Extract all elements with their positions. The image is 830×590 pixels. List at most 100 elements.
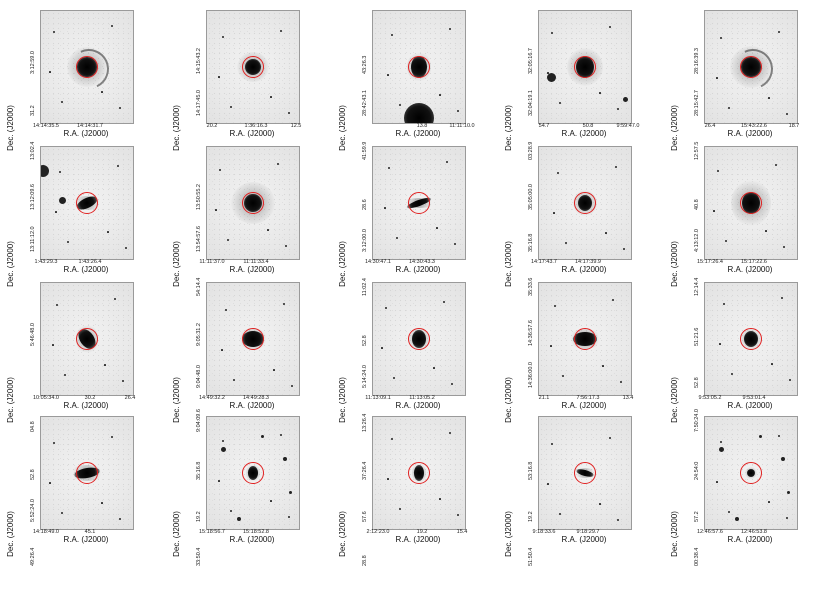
- field-star: [717, 170, 719, 172]
- field-star: [553, 212, 555, 214]
- field-star: [454, 243, 456, 245]
- field-star: [439, 94, 441, 96]
- field-star: [114, 298, 116, 300]
- x-axis-label: R.A. (J2000): [727, 265, 773, 274]
- field-star: [787, 491, 790, 494]
- field-star: [786, 113, 788, 115]
- galaxy-image: [538, 282, 632, 396]
- field-star: [384, 207, 386, 209]
- x-tick-label: 45.1: [84, 529, 96, 535]
- galaxy-image: [372, 10, 466, 124]
- galaxy-image: [538, 10, 632, 124]
- field-star: [609, 26, 611, 28]
- x-axis-label: R.A. (J2000): [395, 265, 441, 274]
- field-star: [230, 106, 232, 108]
- galaxy-panel: Dec. (J2000) 14:15:43.2 14:17:45.0 20.2 1:36…: [166, 4, 326, 151]
- x-tick-label: 14:49:32.2: [199, 395, 225, 401]
- x-axis-label: R.A. (J2000): [63, 129, 109, 138]
- galaxy-panel-grid: Dec. (J2000) 3:12:59.0 31.2 13:02.4 14:14:35…: [0, 4, 824, 566]
- field-star: [387, 478, 389, 480]
- field-star: [778, 435, 780, 437]
- field-star: [107, 231, 109, 233]
- galaxy-image: [206, 282, 300, 396]
- galaxy-panel: Dec. (J2000) 3:12:59.0 31.2 13:02.4 14:14:35…: [0, 4, 160, 160]
- x-tick-label: 9:59:47.0: [616, 123, 640, 129]
- field-star: [125, 247, 127, 249]
- target-circle: [76, 192, 98, 214]
- field-star: [439, 498, 441, 500]
- galaxy-image: [704, 10, 798, 124]
- x-tick-label: 18.7: [788, 123, 800, 129]
- x-axis-label: R.A. (J2000): [229, 401, 275, 410]
- x-tick-label: 13.4: [622, 395, 634, 401]
- target-circle: [76, 56, 98, 78]
- field-star: [789, 379, 791, 381]
- field-star: [59, 171, 61, 173]
- x-axis-label: R.A. (J2000): [561, 129, 607, 138]
- field-star: [449, 432, 451, 434]
- galaxy-panel: Dec. (J2000) 13:12:09.6 13:11:12.0 1:43:29.…: [0, 140, 160, 287]
- target-circle: [242, 192, 264, 214]
- galaxy-panel: Dec. (J2000) 35:05:00.0 35:16.8 35:33.6 14:1…: [498, 140, 658, 296]
- galaxy-panel: Dec. (J2000) 28.6 3:12:00.0 11:02.4 14:30:47…: [332, 140, 492, 296]
- field-star: [602, 365, 604, 367]
- galaxy-panel: Dec. (J2000) 51:21.6 52.8 7:50:24.0 9:53:05.…: [664, 276, 824, 432]
- field-star: [273, 369, 275, 371]
- target-circle: [242, 328, 264, 350]
- field-star: [399, 508, 401, 510]
- x-tick-label: 11:13:09.1: [365, 395, 391, 401]
- field-star: [49, 482, 51, 484]
- galaxy-image: [372, 146, 466, 260]
- field-star: [617, 519, 619, 521]
- galaxy-image: [372, 416, 466, 530]
- field-star: [391, 438, 393, 440]
- field-star: [53, 442, 55, 444]
- field-star: [599, 92, 601, 94]
- target-circle: [242, 56, 264, 78]
- galaxy-image: [538, 146, 632, 260]
- x-axis-label: R.A. (J2000): [229, 265, 275, 274]
- x-tick-label: 7:56:17.3: [576, 395, 600, 401]
- x-tick-label: 14:49:28.3: [243, 395, 269, 401]
- field-star: [61, 101, 63, 103]
- x-tick-label: 26.4: [124, 395, 136, 401]
- x-tick-label: 15:17:26.4: [697, 259, 723, 265]
- field-star: [101, 502, 103, 504]
- field-star: [551, 32, 553, 34]
- y-tick-label: 49:26.4: [30, 547, 36, 566]
- field-star: [719, 447, 724, 452]
- field-star: [219, 169, 221, 171]
- field-star: [55, 211, 57, 213]
- field-star: [451, 383, 453, 385]
- y-axis-label: Dec. (J2000): [670, 511, 679, 557]
- field-star: [547, 72, 549, 74]
- galaxy-image: [40, 146, 134, 260]
- field-star: [781, 457, 785, 461]
- x-tick-label: 12.5: [290, 123, 302, 129]
- field-star: [399, 104, 401, 106]
- field-star: [551, 443, 553, 445]
- galaxy-panel: Dec. (J2000) 32:05:16.7 32:04:19.1 03:28.9 5…: [498, 4, 658, 160]
- field-star: [391, 34, 393, 36]
- field-star: [735, 517, 739, 521]
- x-tick-label: 30.2: [84, 395, 96, 401]
- field-star: [119, 107, 121, 109]
- galaxy-image: [40, 10, 134, 124]
- field-star: [267, 229, 269, 231]
- field-star: [620, 381, 622, 383]
- field-star: [605, 232, 607, 234]
- x-axis-label: R.A. (J2000): [229, 129, 275, 138]
- field-star: [237, 517, 241, 521]
- field-star: [270, 96, 272, 98]
- target-circle: [740, 192, 762, 214]
- field-star: [559, 513, 561, 515]
- field-star: [277, 163, 279, 165]
- field-star: [778, 31, 780, 33]
- x-tick-label: 13.8: [416, 123, 428, 129]
- y-axis-label: Dec. (J2000): [172, 511, 181, 557]
- target-circle: [574, 328, 596, 350]
- field-star: [221, 447, 226, 452]
- target-circle: [408, 328, 430, 350]
- galaxy-panel: Dec. (J2000) 24:54:0 57.2 00:38.4 12:46:57.6…: [664, 410, 824, 566]
- field-star: [221, 349, 223, 351]
